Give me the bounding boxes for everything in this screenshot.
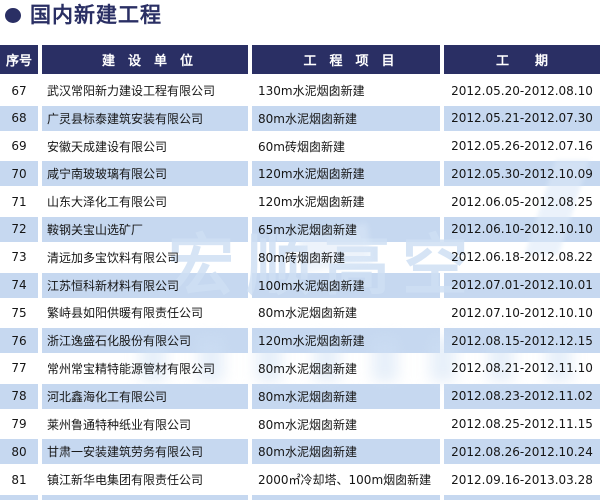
table-row: 69 安徽天成建设有限公司 60m砖烟囱新建 2012.05.26-2012.0… xyxy=(0,134,600,162)
row-no-cell: 77 xyxy=(11,361,27,376)
table-row: 76 浙江逸盛石化股份有限公司 120m水泥烟囱新建 2012.08.15-20… xyxy=(0,328,600,356)
project-cell: 60m砖烟囱新建 xyxy=(258,139,345,154)
header-period: 工 期 xyxy=(444,45,600,74)
row-no-cell: 70 xyxy=(0,161,38,187)
table-row: 72 鞍钢关宝山选矿厂 65m水泥烟囱新建 2012.06.10-2012.10… xyxy=(0,216,600,245)
table-body: 67 武汉常阳新力建设工程有限公司 130m水泥烟囱新建 2012.05.20-… xyxy=(0,78,600,495)
project-cell: 80m水泥烟囱新建 xyxy=(258,361,357,376)
table-row: 77 常州常宝精特能源管材有限公司 80m水泥烟囱新建 2012.08.21-2… xyxy=(0,356,600,384)
table-row: 78 河北鑫海化工有限公司 80m水泥烟囱新建 2012.08.23-2012.… xyxy=(0,383,600,412)
project-cell: 80m水泥烟囱新建 xyxy=(252,439,440,465)
row-no-cell: 68 xyxy=(0,105,38,131)
project-cell: 65m水泥烟囱新建 xyxy=(252,216,440,242)
row-no-cell: 80 xyxy=(0,439,38,465)
company-cell: 河北鑫海化工有限公司 xyxy=(42,383,248,409)
row-no-cell: 76 xyxy=(0,328,38,354)
period-cell: 2012.05.26-2012.07.16 xyxy=(451,139,593,154)
period-cell: 2012.07.01-2012.10.01 xyxy=(444,272,600,298)
row-no-cell: 81 xyxy=(11,472,27,487)
company-cell: 清远加多宝饮料有限公司 xyxy=(47,250,180,265)
company-cell: 鞍钢关宝山选矿厂 xyxy=(42,216,248,242)
project-cell: 2000㎡冷却塔、100m烟囱新建 xyxy=(258,473,432,488)
bullet-icon xyxy=(5,8,21,23)
row-no-cell: 73 xyxy=(11,250,27,265)
header-construction-unit: 建 设 单 位 xyxy=(42,45,248,74)
period-cell: 2012.08.26-2012.10.24 xyxy=(444,439,600,465)
project-cell: 120m水泥烟囱新建 xyxy=(252,161,440,187)
project-cell: 80m砖烟囱新建 xyxy=(258,250,345,265)
project-cell: 80m水泥烟囱新建 xyxy=(258,417,357,432)
table-row: 74 江苏恒科新材料有限公司 100m水泥烟囱新建 2012.07.01-201… xyxy=(0,272,600,301)
project-cell: 100m水泥烟囱新建 xyxy=(252,272,440,298)
company-cell: 安徽天成建设有限公司 xyxy=(47,139,168,154)
company-cell: 山东大泽化工有限公司 xyxy=(47,195,168,210)
project-cell: 80m水泥烟囱新建 xyxy=(252,383,440,409)
table-row: 79 莱州鲁通特种纸业有限公司 80m水泥烟囱新建 2012.08.25-201… xyxy=(0,412,600,440)
table-row: 67 武汉常阳新力建设工程有限公司 130m水泥烟囱新建 2012.05.20-… xyxy=(0,78,600,106)
row-no-cell: 71 xyxy=(11,194,27,209)
company-cell: 常州常宝精特能源管材有限公司 xyxy=(47,361,216,376)
next-row-partial xyxy=(0,495,600,500)
table-row: 75 繁峙县如阳供暖有限责任公司 80m水泥烟囱新建 2012.07.10-20… xyxy=(0,300,600,328)
period-cell: 2012.05.20-2012.08.10 xyxy=(451,83,593,98)
row-no-cell: 67 xyxy=(11,83,27,98)
project-cell: 130m水泥烟囱新建 xyxy=(258,84,365,98)
header-serial-no: 序号 xyxy=(0,45,38,74)
project-cell: 80m水泥烟囱新建 xyxy=(252,105,440,131)
company-cell: 江苏恒科新材料有限公司 xyxy=(42,272,248,298)
company-cell: 莱州鲁通特种纸业有限公司 xyxy=(47,417,192,432)
header-project: 工 程 项 目 xyxy=(252,45,440,74)
period-cell: 2012.09.16-2013.03.28 xyxy=(451,472,593,487)
period-cell: 2012.08.15-2012.12.15 xyxy=(444,328,600,354)
company-cell: 武汉常阳新力建设工程有限公司 xyxy=(47,84,216,98)
table-row: 71 山东大泽化工有限公司 120m水泥烟囱新建 2012.06.05-2012… xyxy=(0,189,600,217)
company-cell: 繁峙县如阳供暖有限责任公司 xyxy=(47,306,204,321)
company-cell: 甘肃一安装建筑劳务有限公司 xyxy=(42,439,248,465)
period-cell: 2012.06.18-2012.08.22 xyxy=(451,250,593,265)
table-row: 73 清远加多宝饮料有限公司 80m砖烟囱新建 2012.06.18-2012.… xyxy=(0,245,600,273)
period-cell: 2012.08.25-2012.11.15 xyxy=(451,417,593,432)
row-no-cell: 74 xyxy=(0,272,38,298)
company-cell: 镇江新华电集团有限责任公司 xyxy=(47,473,204,488)
table-header: 序号 建 设 单 位 工 程 项 目 工 期 xyxy=(0,45,600,74)
period-cell: 2012.08.23-2012.11.02 xyxy=(444,383,600,409)
project-cell: 80m水泥烟囱新建 xyxy=(258,306,357,321)
period-cell: 2012.05.21-2012.07.30 xyxy=(444,105,600,131)
row-no-cell: 69 xyxy=(11,139,27,154)
page-title: 国内新建工程 xyxy=(5,5,162,26)
period-cell: 2012.08.21-2012.11.10 xyxy=(451,361,593,376)
row-no-cell: 72 xyxy=(0,216,38,242)
row-no-cell: 79 xyxy=(11,417,27,432)
row-no-cell: 75 xyxy=(11,305,27,320)
table-row: 68 广灵县标泰建筑安装有限公司 80m水泥烟囱新建 2012.05.21-20… xyxy=(0,105,600,134)
company-cell: 咸宁南玻玻璃有限公司 xyxy=(42,161,248,187)
period-cell: 2012.07.10-2012.10.10 xyxy=(451,305,593,320)
table-row: 81 镇江新华电集团有限责任公司 2000㎡冷却塔、100m烟囱新建 2012.… xyxy=(0,467,600,495)
page-title-text: 国内新建工程 xyxy=(30,3,162,27)
company-cell: 浙江逸盛石化股份有限公司 xyxy=(42,328,248,354)
company-cell: 广灵县标泰建筑安装有限公司 xyxy=(42,105,248,131)
table-row: 70 咸宁南玻玻璃有限公司 120m水泥烟囱新建 2012.05.30-2012… xyxy=(0,161,600,189)
table-row: 80 甘肃一安装建筑劳务有限公司 80m水泥烟囱新建 2012.08.26-20… xyxy=(0,439,600,467)
period-cell: 2012.06.05-2012.08.25 xyxy=(451,194,593,209)
project-cell: 120m水泥烟囱新建 xyxy=(258,195,365,210)
row-no-cell: 78 xyxy=(0,383,38,409)
period-cell: 2012.06.10-2012.10.10 xyxy=(444,216,600,242)
project-cell: 120m水泥烟囱新建 xyxy=(252,328,440,354)
period-cell: 2012.05.30-2012.10.09 xyxy=(444,161,600,187)
